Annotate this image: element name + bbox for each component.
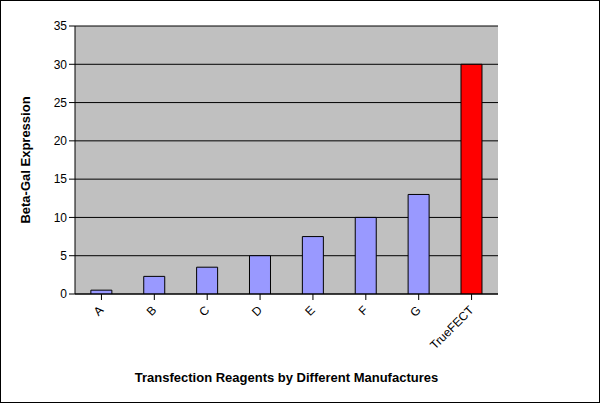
svg-text:10: 10 xyxy=(54,211,68,225)
svg-text:E: E xyxy=(302,303,318,319)
svg-text:D: D xyxy=(249,303,265,319)
svg-text:20: 20 xyxy=(54,134,68,148)
svg-text:30: 30 xyxy=(54,58,68,72)
svg-text:A: A xyxy=(91,303,107,319)
svg-text:35: 35 xyxy=(54,19,68,33)
svg-text:15: 15 xyxy=(54,172,68,186)
svg-text:Beta-Gal Expression: Beta-Gal Expression xyxy=(18,96,33,223)
svg-text:5: 5 xyxy=(60,249,67,263)
svg-text:Transfection Reagents by Diffe: Transfection Reagents by Different Manuf… xyxy=(135,370,438,385)
svg-text:0: 0 xyxy=(60,287,67,301)
svg-text:F: F xyxy=(356,303,371,318)
svg-text:C: C xyxy=(196,303,212,319)
svg-text:25: 25 xyxy=(54,96,68,110)
svg-text:TrueFECT: TrueFECT xyxy=(427,303,477,353)
svg-text:G: G xyxy=(407,303,424,320)
svg-text:B: B xyxy=(144,303,160,319)
